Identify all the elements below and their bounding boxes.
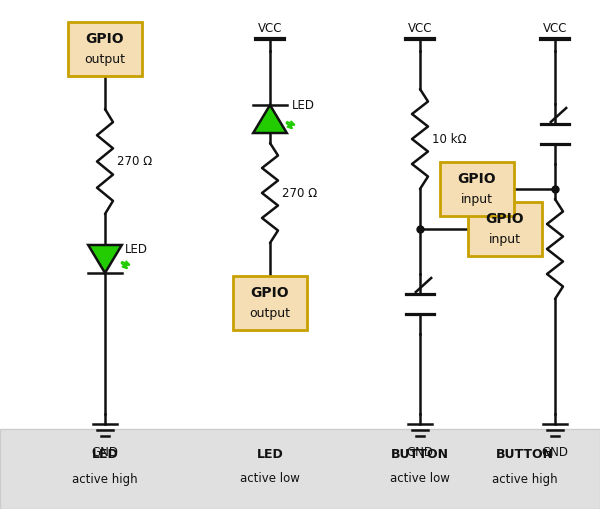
Text: GPIO: GPIO	[86, 32, 124, 46]
Text: GND: GND	[542, 446, 569, 459]
Text: output: output	[250, 306, 290, 320]
Text: 10 kΩ: 10 kΩ	[432, 132, 467, 146]
Text: output: output	[85, 52, 125, 66]
Text: active low: active low	[390, 472, 450, 486]
Text: active high: active high	[492, 472, 558, 486]
Text: LED: LED	[125, 242, 148, 256]
Text: VCC: VCC	[408, 22, 432, 35]
Text: active low: active low	[240, 472, 300, 486]
Text: 10 kΩ: 10 kΩ	[508, 242, 543, 256]
Polygon shape	[253, 105, 287, 133]
Polygon shape	[88, 245, 122, 273]
FancyBboxPatch shape	[68, 22, 142, 76]
Text: LED: LED	[257, 447, 283, 461]
Text: VCC: VCC	[543, 22, 567, 35]
Text: 270 Ω: 270 Ω	[117, 155, 152, 168]
Text: GPIO: GPIO	[485, 212, 524, 226]
Text: GPIO: GPIO	[251, 286, 289, 300]
FancyBboxPatch shape	[233, 276, 307, 330]
Text: GND: GND	[91, 446, 119, 459]
Text: BUTTON: BUTTON	[391, 447, 449, 461]
Text: 270 Ω: 270 Ω	[282, 186, 317, 200]
FancyBboxPatch shape	[468, 202, 542, 256]
Text: input: input	[489, 233, 521, 245]
Text: VCC: VCC	[258, 22, 282, 35]
Text: input: input	[461, 192, 493, 206]
FancyBboxPatch shape	[0, 429, 600, 509]
Text: LED: LED	[292, 99, 315, 111]
Text: active high: active high	[72, 472, 138, 486]
Text: GND: GND	[407, 446, 433, 459]
Text: GPIO: GPIO	[458, 172, 496, 186]
Text: LED: LED	[92, 447, 118, 461]
FancyBboxPatch shape	[440, 162, 514, 216]
Text: BUTTON: BUTTON	[496, 447, 554, 461]
